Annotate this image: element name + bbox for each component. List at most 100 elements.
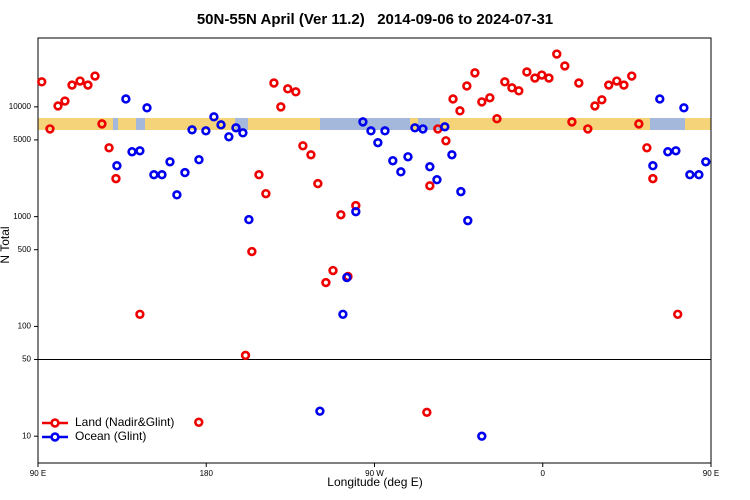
- point: [500, 77, 510, 87]
- point: [358, 117, 368, 127]
- point: [149, 170, 159, 180]
- point: [560, 61, 570, 71]
- point: [403, 152, 413, 162]
- point: [45, 124, 55, 134]
- point: [655, 94, 665, 104]
- point: [694, 170, 704, 180]
- point: [37, 77, 47, 87]
- point: [597, 95, 607, 105]
- point: [462, 81, 472, 91]
- point: [514, 86, 524, 96]
- point: [321, 277, 331, 288]
- point: [671, 146, 681, 156]
- point: [165, 157, 175, 167]
- point: [583, 124, 593, 134]
- point: [477, 97, 487, 107]
- point: [441, 136, 451, 146]
- point: [492, 114, 502, 124]
- point: [642, 143, 652, 153]
- point: [276, 102, 286, 112]
- point: [342, 272, 352, 283]
- point: [648, 173, 658, 184]
- point: [455, 106, 465, 116]
- point: [194, 417, 204, 427]
- point: [522, 67, 532, 77]
- point: [216, 120, 226, 130]
- point: [231, 123, 241, 133]
- point: [619, 80, 629, 90]
- point: [544, 73, 554, 83]
- point: [463, 215, 473, 226]
- point: [447, 150, 457, 160]
- point: [366, 126, 376, 136]
- point: [673, 309, 683, 319]
- point: [537, 70, 547, 80]
- point: [157, 170, 167, 180]
- x-tick-label: 90 E: [30, 469, 46, 478]
- point: [135, 309, 145, 319]
- legend-label: Ocean (Glint): [75, 429, 146, 443]
- point: [224, 132, 234, 142]
- point: [75, 76, 85, 86]
- point: [180, 167, 190, 178]
- x-tick-label: 90 W: [365, 469, 384, 478]
- point: [142, 103, 152, 113]
- point: [373, 137, 383, 148]
- point: [315, 406, 325, 416]
- point: [604, 80, 614, 90]
- point: [83, 80, 93, 90]
- point: [351, 206, 361, 217]
- point: [97, 119, 107, 129]
- point: [240, 350, 251, 361]
- point: [485, 93, 495, 103]
- band-land: [118, 118, 136, 130]
- point: [456, 186, 466, 197]
- point: [380, 126, 390, 136]
- point: [111, 173, 121, 184]
- point: [685, 170, 695, 180]
- band-land: [248, 118, 320, 130]
- point: [470, 68, 480, 78]
- point: [187, 125, 197, 135]
- point: [194, 155, 204, 165]
- point: [121, 94, 131, 104]
- band-land: [685, 118, 711, 130]
- point: [567, 117, 577, 127]
- point: [627, 71, 637, 81]
- point: [104, 143, 114, 153]
- point: [425, 162, 435, 172]
- point: [127, 147, 137, 157]
- y-axis-label: N Total: [0, 226, 12, 263]
- point: [313, 178, 323, 189]
- point: [328, 265, 338, 276]
- x-tick-label: 180: [200, 469, 214, 478]
- point: [201, 126, 211, 136]
- point: [701, 157, 711, 167]
- band-land: [38, 118, 113, 130]
- x-axis-label: Longitude (deg E): [327, 475, 422, 489]
- legend-label: Land (Nadir&Glint): [75, 415, 174, 429]
- point: [209, 112, 219, 122]
- y-tick-label: 50: [22, 355, 31, 364]
- point: [338, 309, 348, 319]
- point: [679, 103, 689, 113]
- point: [448, 94, 458, 104]
- y-tick-label: 10000: [9, 102, 32, 111]
- y-tick-label: 5000: [13, 135, 31, 144]
- point: [306, 150, 316, 160]
- point: [53, 101, 63, 111]
- x-tick-label: 90 E: [703, 469, 719, 478]
- point: [418, 124, 428, 134]
- point: [552, 49, 562, 59]
- point: [410, 123, 420, 133]
- legend-marker: [50, 418, 60, 428]
- point: [60, 96, 70, 106]
- y-tick-label: 10: [22, 431, 31, 440]
- point: [634, 119, 644, 129]
- point: [269, 78, 279, 88]
- point: [261, 188, 271, 199]
- point: [432, 175, 442, 185]
- point: [238, 128, 248, 138]
- point: [425, 181, 435, 191]
